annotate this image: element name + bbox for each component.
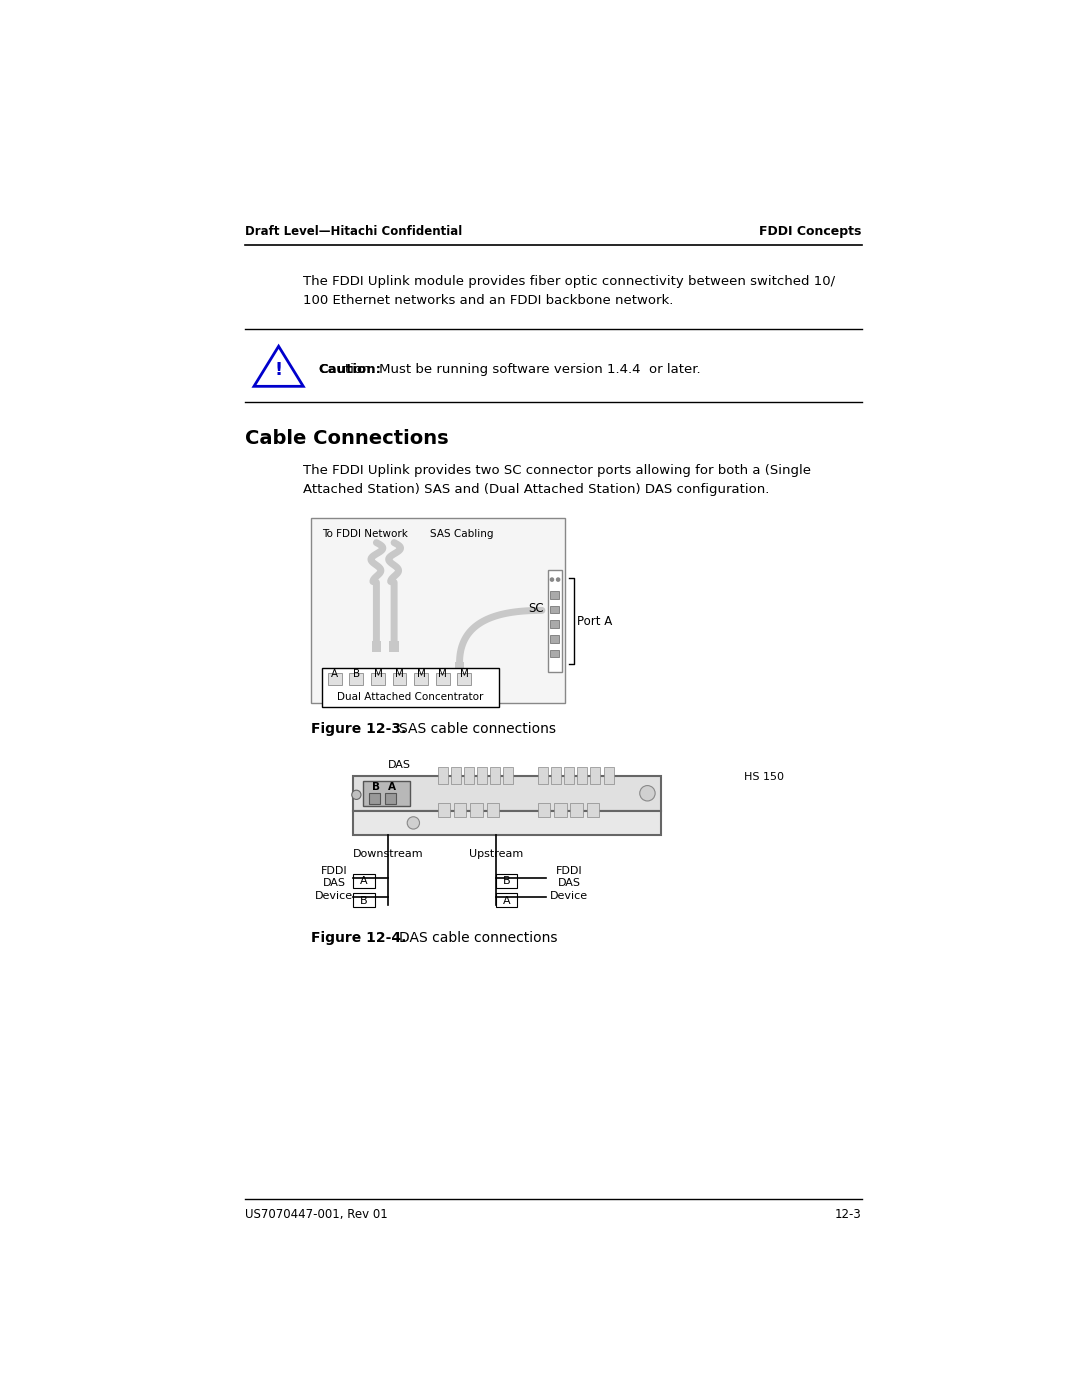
Bar <box>538 803 551 817</box>
Text: Dual Attached Concentrator: Dual Attached Concentrator <box>337 693 484 703</box>
Text: HS 150: HS 150 <box>744 773 784 782</box>
Bar <box>503 767 513 784</box>
Text: Upstream: Upstream <box>469 849 523 859</box>
Bar <box>328 673 341 685</box>
Bar <box>384 793 395 805</box>
Text: B: B <box>502 876 511 887</box>
Bar <box>586 803 599 817</box>
Text: FDDI
DAS
Device: FDDI DAS Device <box>315 866 353 901</box>
Bar <box>456 662 463 672</box>
Bar <box>550 591 558 599</box>
Text: SC: SC <box>528 602 544 615</box>
Bar <box>570 803 583 817</box>
Circle shape <box>352 791 361 799</box>
Bar <box>496 873 517 887</box>
Text: Downstream: Downstream <box>353 849 423 859</box>
Text: M: M <box>438 669 447 679</box>
Bar <box>372 673 384 685</box>
Text: M: M <box>417 669 426 679</box>
Bar <box>549 570 562 672</box>
Bar <box>457 673 471 685</box>
Text: A: A <box>332 669 338 679</box>
Bar <box>486 803 499 817</box>
Bar <box>390 641 399 652</box>
Bar <box>550 620 558 629</box>
Text: FDDI Concepts: FDDI Concepts <box>759 225 862 237</box>
Bar <box>350 673 363 685</box>
Bar <box>591 767 600 784</box>
Text: !: ! <box>274 360 283 379</box>
Text: 12-3: 12-3 <box>835 1208 862 1221</box>
Bar <box>578 767 588 784</box>
Text: The FDDI Uplink provides two SC connector ports allowing for both a (Single
Atta: The FDDI Uplink provides two SC connecto… <box>303 464 811 496</box>
Bar <box>550 606 558 613</box>
Circle shape <box>556 577 561 583</box>
Bar <box>455 803 467 817</box>
Bar <box>604 767 613 784</box>
Text: B: B <box>353 669 360 679</box>
Bar <box>477 767 487 784</box>
Bar <box>372 641 381 652</box>
Bar <box>438 803 450 817</box>
Bar <box>564 767 575 784</box>
Text: Figure 12-3.: Figure 12-3. <box>311 722 406 736</box>
Bar <box>496 893 517 907</box>
Text: B: B <box>361 895 368 905</box>
Bar <box>435 673 449 685</box>
Text: M: M <box>395 669 404 679</box>
Text: Draft Level—Hitachi Confidential: Draft Level—Hitachi Confidential <box>245 225 462 237</box>
Bar <box>550 636 558 643</box>
Bar <box>353 810 661 835</box>
Text: US7070447-001, Rev 01: US7070447-001, Rev 01 <box>245 1208 388 1221</box>
Bar <box>392 673 406 685</box>
Bar <box>353 775 661 810</box>
Bar <box>551 767 562 784</box>
Bar <box>538 767 549 784</box>
Text: Cable Connections: Cable Connections <box>245 429 449 448</box>
Circle shape <box>407 817 419 828</box>
Bar <box>471 803 483 817</box>
Text: B: B <box>373 782 380 792</box>
Bar <box>550 650 558 658</box>
Text: DAS cable connections: DAS cable connections <box>400 932 558 946</box>
Text: Caution: Must be running software version 1.4.4  or later.: Caution: Must be running software versio… <box>319 363 700 376</box>
Bar <box>353 893 375 907</box>
Text: M: M <box>460 669 469 679</box>
Text: M: M <box>374 669 382 679</box>
Bar <box>363 781 410 806</box>
Bar <box>369 793 380 805</box>
Text: A: A <box>361 876 368 887</box>
Bar <box>464 767 474 784</box>
Bar <box>490 767 500 784</box>
Text: Caution:: Caution: <box>319 363 381 376</box>
Text: Port A: Port A <box>578 615 612 627</box>
Text: A: A <box>388 782 395 792</box>
Circle shape <box>639 785 656 800</box>
Bar <box>311 518 565 703</box>
Bar <box>322 668 499 707</box>
Bar <box>353 873 375 887</box>
Text: Figure 12-4.: Figure 12-4. <box>311 932 406 946</box>
Bar <box>438 767 448 784</box>
Bar <box>554 803 567 817</box>
Text: DAS: DAS <box>388 760 411 770</box>
Bar <box>451 767 461 784</box>
Circle shape <box>550 577 554 583</box>
Text: The FDDI Uplink module provides fiber optic connectivity between switched 10/
10: The FDDI Uplink module provides fiber op… <box>303 275 835 307</box>
Bar <box>414 673 428 685</box>
Text: FDDI
DAS
Device: FDDI DAS Device <box>550 866 588 901</box>
Text: To FDDI Network: To FDDI Network <box>322 529 407 539</box>
Text: SAS Cabling: SAS Cabling <box>430 529 494 539</box>
Text: SAS cable connections: SAS cable connections <box>400 722 556 736</box>
Text: A: A <box>502 895 511 905</box>
